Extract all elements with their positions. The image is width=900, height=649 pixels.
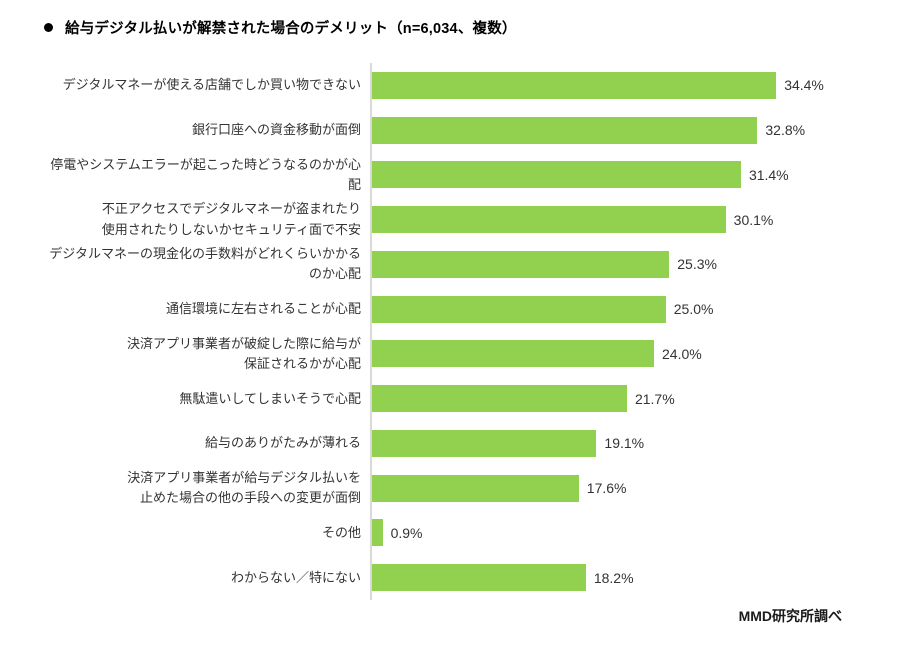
bar [372,385,627,413]
bar-track: 19.1% [370,421,842,466]
chart-row: 通信環境に左右されることが心配 25.0% [42,286,842,332]
chart-row: 不正アクセスでデジタルマネーが盗まれたり 使用されたりしないかセキュリティ面で不… [42,197,842,242]
category-label: 銀行口座への資金移動が面倒 [191,122,361,138]
value-label: 25.3% [677,256,717,273]
chart-row: 停電やシステムエラーが起こった時どうなるのかが心配 31.4% [42,152,842,198]
value-label: 30.1% [733,211,774,228]
bar [372,250,670,278]
bar-track: 18.2% [370,555,842,600]
bar-track: 31.4% [370,152,842,198]
chart-row: 無駄遣いしてしまいそうで心配 21.7% [42,376,842,421]
bar [372,206,726,234]
bar [372,295,666,323]
bar-track: 17.6% [370,465,842,511]
category-label: 決済アプリ事業者が破綻した際に給与が 保証されるかが心配 [126,335,361,371]
value-label: 19.1% [604,435,645,452]
category-label: 不正アクセスでデジタルマネーが盗まれたり 使用されたりしないかセキュリティ面で不… [101,201,361,237]
category-label: 給与のありがたみが薄れる [204,435,361,451]
bullet-icon [44,23,53,32]
category-label: わからない／特にない [230,569,361,585]
bar [372,474,579,502]
category-label: 通信環境に左右されることが心配 [165,301,361,317]
value-label: 31.4% [748,166,789,183]
chart-title: 給与デジタル払いが解禁された場合のデメリット（n=6,034、複数） [65,21,517,37]
category-label: デジタルマネーが使える店舗でしか買い物できない [62,77,361,93]
chart-row: 銀行口座への資金移動が面倒 32.8% [42,107,842,153]
chart-header: 給与デジタル払いが解禁された場合のデメリット（n=6,034、複数） [44,17,517,38]
chart-row: デジタルマネーの現金化の手数料がどれくらいかかるのか心配 25.3% [42,242,842,287]
bar-track: 30.1% [370,197,842,242]
bar-track: 25.3% [370,242,842,287]
bar [372,116,758,144]
value-label: 34.4% [784,77,824,94]
chart-row: 決済アプリ事業者が破綻した際に給与が 保証されるかが心配 24.0% [42,331,842,377]
bar [372,429,597,457]
bar [372,564,586,592]
horizontal-bar-chart: デジタルマネーが使える店舗でしか買い物できない 34.4% 銀行口座への資金移動が面… [42,63,842,600]
bar-track: 34.4% [370,63,842,108]
value-label: 24.0% [662,345,702,362]
source-credit: MMD研究所調べ [738,608,842,624]
chart-row: わからない／特にない 18.2% [42,555,842,600]
chart-row: その他 0.9% [42,510,842,556]
value-label: 18.2% [593,569,634,586]
value-label: 25.0% [673,301,714,318]
bar [372,161,741,189]
value-label: 0.9% [390,524,423,541]
chart-row: 決済アプリ事業者が給与デジタル払いを 止めた場合の他の手段への変更が面倒 17.6… [42,465,842,511]
category-label: 決済アプリ事業者が給与デジタル払いを 止めた場合の他の手段への変更が面倒 [127,469,361,506]
bar-track: 24.0% [370,331,842,377]
bar [372,340,654,368]
category-label: 停電やシステムエラーが起こった時どうなるのかが心配 [50,156,361,192]
bar-track: 25.0% [370,286,842,332]
bar [372,71,777,99]
value-label: 17.6% [586,480,627,497]
chart-row: 給与のありがたみが薄れる 19.1% [42,421,842,466]
category-label: 無駄遣いしてしまいそうで心配 [179,390,361,406]
bar-track: 32.8% [370,107,842,153]
bar [372,519,383,547]
chart-row: デジタルマネーが使える店舗でしか買い物できない 34.4% [42,63,842,108]
bar-track: 0.9% [370,510,842,556]
bar-track: 21.7% [370,376,842,421]
value-label: 32.8% [765,122,806,139]
value-label: 21.7% [634,390,675,407]
category-label: デジタルマネーの現金化の手数料がどれくらいかかるのか心配 [49,246,361,282]
category-label: その他 [321,524,361,540]
